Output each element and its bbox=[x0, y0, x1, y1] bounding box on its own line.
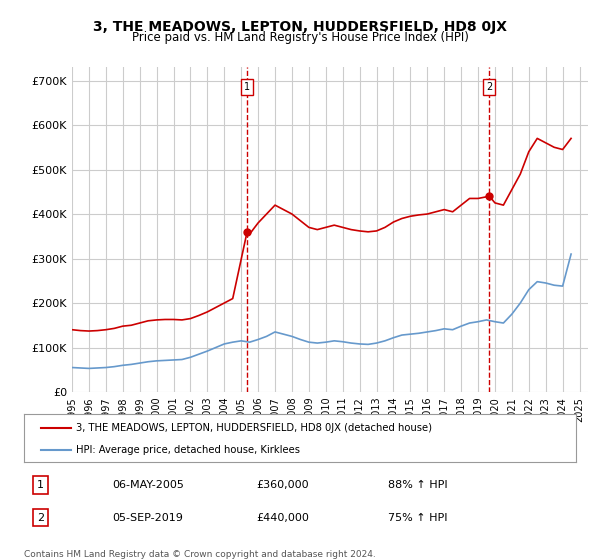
Text: 3, THE MEADOWS, LEPTON, HUDDERSFIELD, HD8 0JX: 3, THE MEADOWS, LEPTON, HUDDERSFIELD, HD… bbox=[93, 20, 507, 34]
Text: 1: 1 bbox=[244, 82, 250, 92]
Text: £440,000: £440,000 bbox=[256, 512, 309, 522]
Text: 06-MAY-2005: 06-MAY-2005 bbox=[112, 480, 184, 490]
Text: 1: 1 bbox=[37, 480, 44, 490]
Text: 75% ↑ HPI: 75% ↑ HPI bbox=[388, 512, 448, 522]
Text: 3, THE MEADOWS, LEPTON, HUDDERSFIELD, HD8 0JX (detached house): 3, THE MEADOWS, LEPTON, HUDDERSFIELD, HD… bbox=[76, 423, 433, 433]
Text: £360,000: £360,000 bbox=[256, 480, 308, 490]
Text: HPI: Average price, detached house, Kirklees: HPI: Average price, detached house, Kirk… bbox=[76, 445, 301, 455]
Text: 2: 2 bbox=[486, 82, 493, 92]
Text: Contains HM Land Registry data © Crown copyright and database right 2024.
This d: Contains HM Land Registry data © Crown c… bbox=[24, 550, 376, 560]
Text: Price paid vs. HM Land Registry's House Price Index (HPI): Price paid vs. HM Land Registry's House … bbox=[131, 31, 469, 44]
Text: 88% ↑ HPI: 88% ↑ HPI bbox=[388, 480, 448, 490]
Text: 2: 2 bbox=[37, 512, 44, 522]
Text: 05-SEP-2019: 05-SEP-2019 bbox=[112, 512, 183, 522]
